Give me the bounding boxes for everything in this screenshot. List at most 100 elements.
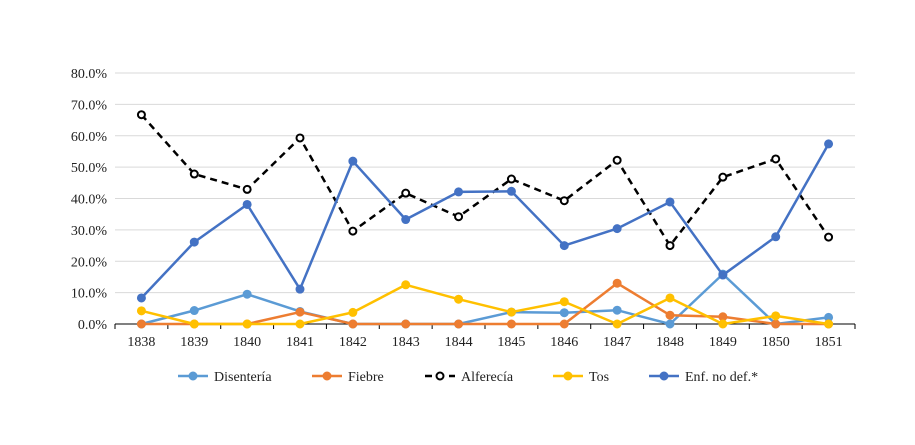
data-point <box>506 319 516 329</box>
legend-swatch-marker <box>563 371 573 381</box>
data-point <box>348 307 358 317</box>
series-tos <box>136 280 834 329</box>
series-line <box>141 281 829 326</box>
data-point <box>718 319 728 329</box>
series-disenteria <box>136 269 834 329</box>
data-point <box>454 212 464 222</box>
data-point <box>665 241 675 251</box>
data-point <box>401 188 411 198</box>
data-point <box>136 319 146 329</box>
series-line <box>140 143 830 299</box>
data-point <box>189 169 199 179</box>
data-point <box>454 294 464 304</box>
data-point <box>665 310 675 320</box>
data-point <box>401 280 411 290</box>
y-tick-label: 30.0% <box>71 224 108 239</box>
data-point <box>559 196 569 206</box>
y-tick-label: 0.0% <box>78 318 108 333</box>
y-tick-label: 50.0% <box>71 161 108 176</box>
grid-lines <box>115 72 855 294</box>
data-point <box>718 270 728 280</box>
data-point <box>454 319 464 329</box>
x-tick-label: 1840 <box>233 335 261 350</box>
legend-label: Enf. no def.* <box>685 370 758 385</box>
data-point <box>665 293 675 303</box>
data-point <box>559 308 569 318</box>
data-point <box>559 319 569 329</box>
y-tick-label: 40.0% <box>71 193 108 208</box>
series-group <box>136 110 834 329</box>
data-point <box>295 284 305 294</box>
data-point <box>824 319 834 329</box>
legend-swatch-marker <box>435 371 445 381</box>
y-tick-label: 70.0% <box>71 98 108 113</box>
data-point <box>559 241 569 251</box>
data-point <box>242 199 252 209</box>
data-point <box>348 319 358 329</box>
data-point <box>189 319 199 329</box>
x-tick-label: 1849 <box>709 335 737 350</box>
x-tick-label: 1850 <box>762 335 790 350</box>
x-tick-label: 1844 <box>445 335 473 350</box>
data-point <box>559 297 569 307</box>
legend-swatch-marker <box>322 371 332 381</box>
data-point <box>136 306 146 316</box>
data-point <box>665 319 675 329</box>
series-line <box>141 283 829 326</box>
x-tick-label: 1841 <box>286 335 314 350</box>
legend-item: Disentería <box>178 370 272 385</box>
data-point <box>612 278 622 288</box>
legend: Disentería Fiebre Alferecía Tos Enf. no def.… <box>178 370 758 385</box>
series-line <box>141 272 829 326</box>
y-tick-label: 60.0% <box>71 130 108 145</box>
data-point <box>189 237 199 247</box>
data-point <box>454 187 464 197</box>
data-point <box>242 289 252 299</box>
legend-label: Alferecía <box>461 370 514 385</box>
data-point <box>348 226 358 236</box>
y-tick-label: 10.0% <box>71 287 108 302</box>
data-point <box>771 154 781 164</box>
data-point <box>136 110 146 120</box>
data-point <box>136 293 146 303</box>
y-tick-label: 80.0% <box>71 67 108 82</box>
x-axis: 1838 1839 1840 1841 1842 1843 1844 1845 1846 1847… <box>114 323 856 350</box>
data-point <box>242 319 252 329</box>
data-point <box>771 311 781 321</box>
data-point <box>295 307 305 317</box>
data-point <box>506 307 516 317</box>
x-tick-label: 1838 <box>127 335 155 350</box>
data-point <box>612 224 622 234</box>
data-point <box>189 306 199 316</box>
series-enf-no-def <box>136 139 834 303</box>
x-tick-label: 1847 <box>603 335 631 350</box>
data-point <box>824 232 834 242</box>
data-point <box>771 232 781 242</box>
series-line <box>140 113 830 247</box>
data-point <box>771 319 781 329</box>
x-tick-label: 1842 <box>339 335 367 350</box>
x-tick-label: 1846 <box>550 335 578 350</box>
x-tick-label: 1848 <box>656 335 684 350</box>
data-point <box>665 197 675 207</box>
data-point <box>401 215 411 225</box>
data-point <box>612 319 622 329</box>
data-point <box>295 133 305 143</box>
data-point <box>612 155 622 165</box>
x-tick-label: 1839 <box>180 335 208 350</box>
data-point <box>348 156 358 166</box>
legend-label: Disentería <box>214 370 272 385</box>
data-point <box>506 186 516 196</box>
data-point <box>242 184 252 194</box>
data-point <box>401 319 411 329</box>
y-tick-label: 20.0% <box>71 255 108 270</box>
legend-item: Alferecía <box>425 370 514 385</box>
series-alferecia <box>136 110 834 251</box>
x-tick-label: 1843 <box>392 335 420 350</box>
y-axis: 0.0% 10.0% 20.0% 30.0% 40.0% 50.0% 60.0% 70.0% 8… <box>71 67 108 333</box>
legend-item: Enf. no def.* <box>649 370 758 385</box>
data-point <box>612 305 622 315</box>
legend-swatch-marker <box>659 371 669 381</box>
legend-item: Tos <box>553 370 609 385</box>
